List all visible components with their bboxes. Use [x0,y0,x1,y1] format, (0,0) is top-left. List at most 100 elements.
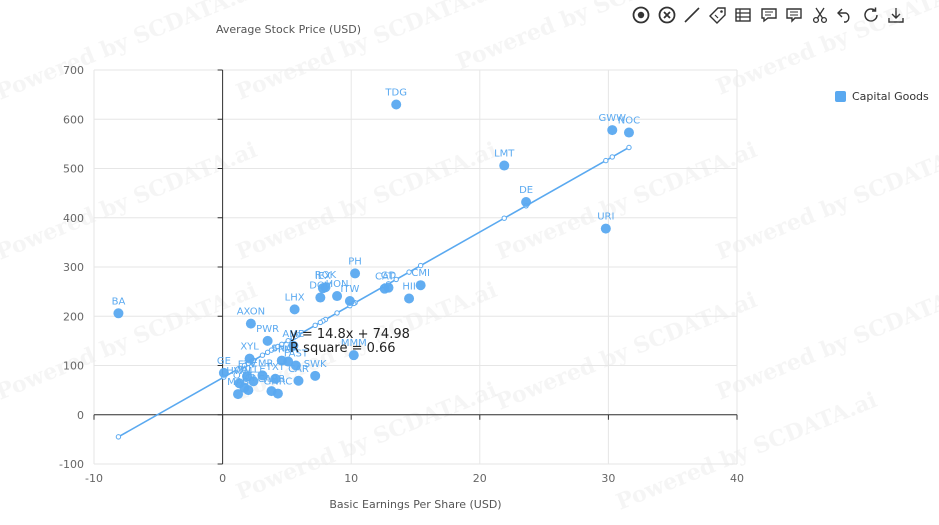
data-label: GNRC [264,377,293,388]
data-point [404,293,415,304]
scissors-icon [812,7,827,24]
data-label: GD [381,271,397,282]
data-point [262,335,273,346]
legend[interactable]: Capital Goods [835,90,929,103]
data-point [310,370,321,381]
data-point [607,125,618,136]
data-label: EMR [252,358,274,369]
data-label: CAR [288,364,309,375]
bookmark-list-icon [786,8,802,23]
undo-icon [837,8,850,23]
close-circle-icon [658,6,675,24]
watermark-text: Powered by SCDATA.ai [453,0,721,76]
data-label: CARR [258,374,286,385]
data-point [383,282,394,293]
y-tick-label: 300 [63,261,84,274]
data-label: AME [282,329,304,340]
trendline-marker [501,215,507,221]
data-label: DE [519,185,533,196]
x-tick-label: -10 [85,472,103,485]
data-point [348,350,359,361]
trendline-marker [115,434,122,440]
watermark-text: Powered by SCDATA.ai [233,377,501,506]
data-label: IEX [315,271,331,282]
comment-tool-button[interactable] [758,4,780,26]
y-tick-label: 600 [63,113,84,126]
data-label: TXT [265,362,286,373]
x-axis-title: Basic Earnings Per Share (USD) [329,498,501,511]
data-label: GE [217,356,231,367]
y-tick-label: 200 [63,310,84,323]
legend-swatch [835,91,846,102]
trendline-marker [626,144,632,151]
trendline-marker [264,349,271,356]
comment-icon [760,8,777,23]
x-tick-label: 10 [344,472,358,485]
data-label: DOV [309,281,331,292]
table-tool-button[interactable] [732,4,754,26]
data-label: ALLE [241,364,265,375]
trendline-marker [259,352,266,358]
data-label: HII [402,282,415,293]
data-point [415,280,426,291]
trendline-marker [603,157,609,164]
trendline-marker [417,262,424,269]
cut-tool-button[interactable] [809,4,831,26]
data-label: LHX [285,292,305,303]
data-point [293,375,304,386]
data-label: BA [112,296,126,307]
refresh-icon [863,7,878,22]
y-tick-label: 400 [63,212,84,225]
data-label: HWM [226,366,252,377]
data-point [499,160,510,171]
watermark-text: Powered by SCDATA.ai [0,277,261,406]
watermark-text: Powered by SCDATA.ai [613,387,881,516]
watermark-text: Powered by SCDATA.ai [233,137,501,266]
x-tick-label: 40 [730,472,744,485]
data-label: XYL [240,342,259,353]
data-point [317,283,328,294]
y-tick-label: 700 [63,64,84,77]
trendline-marker [275,343,281,350]
watermark-text: Powered by SCDATA.ai [0,137,261,266]
trendline-marker [312,322,318,329]
data-label: OTIS [233,371,256,382]
data-label: FTV [238,359,257,370]
data-label: JCI [241,373,255,384]
data-point [270,373,281,384]
y-tick-label: 100 [63,360,84,373]
data-label: ROK [315,270,337,281]
undo-tool-button[interactable] [834,4,856,26]
data-label: SNA [271,344,292,355]
line-icon [684,7,700,23]
data-point [248,376,259,387]
bookmark-tool-button[interactable] [783,4,805,26]
trendline-marker [268,347,275,353]
toolbar [630,4,911,26]
watermark-text: Powered by SCDATA.ai [0,0,261,106]
target-tool-button[interactable] [630,4,652,26]
trendline-marker [609,154,615,160]
x-tick-label: 20 [473,472,487,485]
trendline-marker [393,276,399,283]
refresh-tool-button[interactable] [860,4,882,26]
data-point [218,367,229,378]
data-label: SWK [304,359,327,370]
data-point [290,360,301,371]
line-tool-button[interactable] [681,4,703,26]
download-tool-button[interactable] [885,4,907,26]
trendline-marker [317,319,324,326]
data-point [344,295,355,306]
data-label: PH [348,256,362,267]
clear-tool-button[interactable] [656,4,678,26]
x-tick-label: 0 [219,472,226,485]
target-icon [632,6,650,24]
data-label: URI [597,212,614,223]
trendline-equation: y = 14.8x + 74.98 [290,327,410,342]
data-point [315,292,326,303]
data-label: LMT [494,149,515,160]
data-point [288,340,299,351]
tag-tool-button[interactable] [707,4,729,26]
trendline-marker [406,269,412,275]
r-square-label: R square = 0.66 [290,341,396,356]
